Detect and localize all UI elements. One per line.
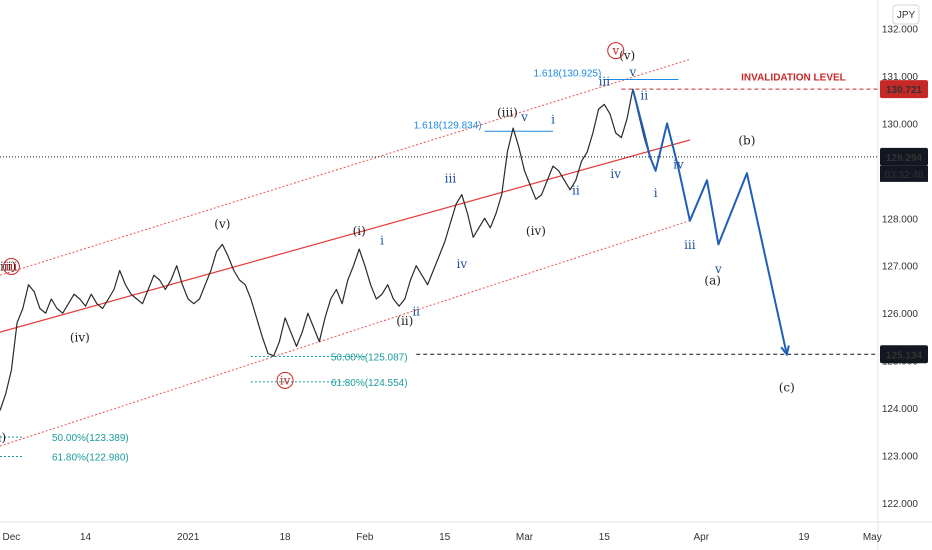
price-tag-layer: 130.721 129.294 03:32:48 125.134: [880, 80, 928, 364]
price-tag-bg: [880, 147, 928, 166]
projection-layer: [631, 88, 790, 357]
currency-badge[interactable]: JPY: [892, 4, 920, 25]
wave-label: i: [380, 233, 384, 247]
y-tick-label: 130.000: [882, 119, 919, 130]
fib-level-label: 61.80%(124.554): [331, 378, 408, 389]
wave-label: (iv): [526, 224, 546, 238]
wave-label: iii: [445, 172, 457, 186]
x-tick-label: Feb: [356, 532, 374, 543]
y-tick-label: 122.000: [882, 499, 919, 510]
price-tag: 125.134: [880, 345, 928, 364]
price-tag-timer-bg: [880, 165, 928, 182]
currency-label: JPY: [897, 10, 916, 21]
y-tick-label: 123.000: [882, 452, 919, 463]
wave-label: ii: [572, 184, 580, 198]
y-tick-label: 132.000: [882, 24, 919, 35]
wave-label: iii: [6, 259, 18, 273]
wave-label: (iv): [70, 331, 90, 345]
wave-label: (v): [214, 217, 230, 231]
price-tag-value: 125.134: [886, 350, 923, 361]
projection-arrowhead: [780, 345, 790, 357]
price-tag-value: 129.294: [886, 153, 923, 164]
x-tick-label: 15: [599, 532, 611, 543]
price-line: [0, 88, 651, 411]
wave-label-circle: [2, 257, 20, 275]
wave-label-circle: [276, 371, 294, 389]
wave-label: (i): [353, 224, 366, 238]
x-tick-label: 19: [798, 532, 810, 543]
fib-level-label: 1.618(129.834): [414, 120, 482, 131]
wave-label: ii: [640, 89, 648, 103]
fib-level-label: 50.00%(123.389): [52, 433, 129, 444]
wave-label: (iii): [497, 105, 518, 119]
wave-label: iv: [673, 157, 684, 171]
wave-label: (c): [779, 381, 795, 395]
y-tick-label: 124.000: [882, 404, 919, 415]
fib-level-label: 61.80%(122.980): [52, 453, 129, 464]
x-tick-label: 15: [439, 532, 451, 543]
wave-label-circle: [607, 42, 625, 60]
price-layer: [0, 88, 651, 411]
x-tick-label: May: [863, 532, 882, 543]
price-tag-bg: [880, 345, 928, 364]
wave-label: (ii): [396, 314, 413, 328]
wave-label: v: [611, 44, 619, 58]
price-tag-bg: [880, 80, 928, 99]
y-tick-label: 131.000: [882, 72, 919, 83]
wave-label: (b): [738, 134, 755, 148]
price-tag: 129.294 03:32:48: [880, 147, 928, 182]
fib-layer: 1.618(130.925) 1.618(129.834) 50.00%(125.0…: [0, 68, 679, 464]
price-tag-timer: 03:32:48: [885, 170, 924, 181]
x-tick-label: Mar: [516, 532, 534, 543]
channel-lower-line: [0, 220, 691, 447]
x-tick-label: 18: [280, 532, 292, 543]
y-tick-label: 126.000: [882, 309, 919, 320]
wave-label: v: [520, 110, 528, 124]
x-tick-label: 14: [80, 532, 92, 543]
price-tag: 130.721: [880, 80, 928, 99]
channel-layer: [0, 58, 691, 447]
x-tick-label: Apr: [693, 532, 709, 543]
wave-label-layer: (iii)(iv)(v)(i)(ii)(iii)(iv)(v)ii)(a)(b)…: [0, 42, 846, 444]
x-tick-label: 2021: [177, 532, 200, 543]
wave-label: v: [714, 262, 722, 276]
fib-level-label: 1.618(130.925): [533, 68, 601, 79]
wave-label: i: [551, 112, 555, 126]
wave-label: (v): [619, 48, 635, 62]
channel-mid-line: [0, 139, 691, 333]
wave-label: iv: [456, 257, 467, 271]
wave-label: ii: [412, 305, 420, 319]
wave-label: iii: [599, 74, 611, 88]
price-tag-value: 130.721: [886, 85, 923, 96]
wave-label: ii): [0, 430, 6, 444]
wave-label: (a): [704, 274, 721, 288]
level-layer: [0, 88, 878, 355]
y-tick-label: 128.000: [882, 214, 919, 225]
annotation-label: INVALIDATION LEVEL: [741, 73, 846, 84]
wave-label: i: [654, 186, 658, 200]
channel-upper-line: [0, 58, 691, 276]
wave-label: iv: [610, 167, 621, 181]
x-tick-label: Dec: [3, 532, 21, 543]
wave-label: v: [628, 65, 636, 79]
projection-path: [631, 88, 788, 355]
y-tick-label: 127.000: [882, 262, 919, 273]
wave-label: iv: [280, 373, 291, 387]
wave-label: iii: [684, 238, 696, 252]
fib-level-label: 50.00%(125.087): [331, 353, 408, 364]
